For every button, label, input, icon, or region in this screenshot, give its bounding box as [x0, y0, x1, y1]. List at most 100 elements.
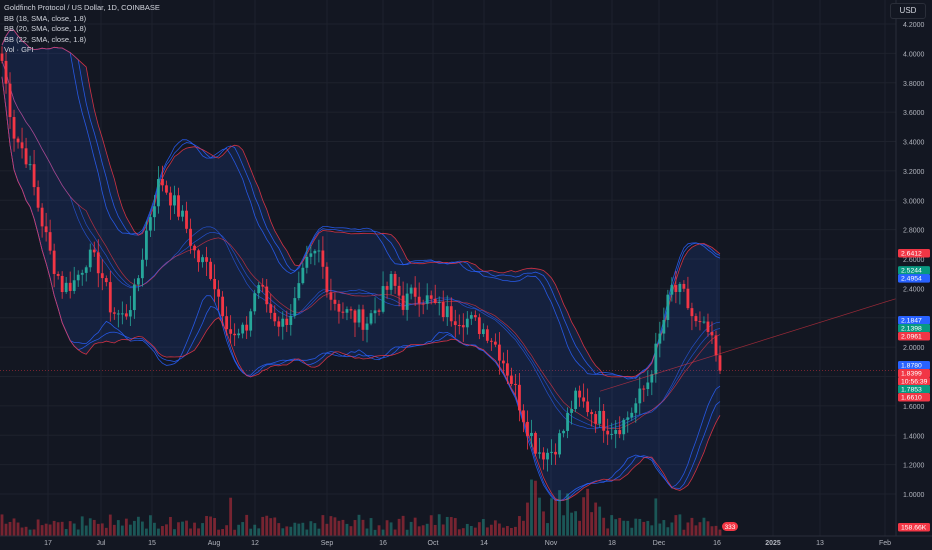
volume-bar	[265, 515, 269, 536]
volume-bar	[317, 528, 321, 536]
candle-body	[84, 267, 88, 273]
indicator-bb-22[interactable]: BB (22, SMA, close, 1.8)	[4, 34, 87, 44]
volume-bar	[4, 523, 8, 536]
volume-bar	[718, 529, 722, 536]
candle-body	[405, 293, 409, 310]
volume-bar	[285, 526, 289, 536]
time-axis[interactable]: 17 Jul 15 Aug 12 Sep 16 Oct 14 Nov 18 Dec 16 2025 13 Fe…	[44, 540, 891, 547]
candle-body	[365, 323, 369, 330]
candle-body	[112, 312, 116, 314]
candle-body	[229, 329, 233, 334]
volume-bar	[365, 528, 369, 536]
currency-selector[interactable]: USD	[890, 3, 926, 19]
volume-bar	[189, 528, 192, 536]
chart-title[interactable]: Goldfinch Protocol / US Dollar, 1D, COIN…	[4, 3, 160, 12]
candle-body	[694, 316, 698, 322]
candle-body	[0, 53, 4, 61]
indicator-volume[interactable]: Vol · GFI	[4, 45, 34, 54]
volume-bar	[325, 523, 329, 536]
volume-bar	[518, 516, 521, 536]
candle-body	[205, 257, 208, 262]
volume-bar	[714, 525, 718, 536]
candle-body	[48, 232, 52, 251]
price-tick-label: 3.6000	[903, 110, 925, 117]
candle-body	[157, 179, 160, 207]
candle-body	[421, 303, 425, 305]
candle-body	[361, 309, 365, 330]
candle-body	[144, 230, 148, 260]
volume-bar	[261, 516, 265, 536]
volume-bar	[453, 518, 457, 536]
volume-bar	[277, 523, 281, 536]
volume-bar	[710, 526, 714, 536]
candle-body	[401, 295, 405, 310]
candle-body	[622, 419, 626, 435]
candle-body	[44, 226, 48, 233]
volume-bar	[140, 521, 144, 536]
price-tick-label: 4.0000	[903, 51, 925, 58]
candle-body	[100, 273, 104, 279]
band-upper	[1, 29, 721, 378]
volume-bar	[534, 480, 537, 536]
indicator-bb-20[interactable]: BB (20, SMA, close, 1.8)	[4, 24, 87, 33]
candle-body	[56, 273, 60, 276]
volume-bar	[686, 522, 690, 536]
candle-body	[153, 206, 156, 218]
candle-body	[477, 317, 481, 335]
candle-body	[542, 452, 545, 460]
volume-bar	[369, 518, 373, 536]
indicator-bb-18[interactable]: BB (18, SMA, close, 1.8)	[4, 13, 87, 23]
candle-body	[253, 293, 257, 312]
candle-body	[666, 294, 670, 320]
candle-body	[489, 340, 493, 342]
candle-body	[333, 299, 337, 304]
price-tick-label: 3.4000	[903, 140, 925, 147]
volume-bar	[48, 524, 52, 536]
volume-bar	[197, 528, 200, 536]
volume-bar	[441, 524, 445, 536]
candle-body	[237, 333, 241, 336]
candle-body	[60, 275, 64, 293]
volume-bar	[104, 527, 108, 536]
candle-body	[193, 245, 196, 251]
volume-bar	[153, 522, 156, 536]
candle-body	[213, 278, 216, 290]
candle-body	[40, 207, 44, 227]
volume-bar	[205, 516, 208, 536]
candle-body	[714, 335, 718, 356]
volume-bar	[249, 528, 253, 536]
volume-bar	[217, 529, 221, 536]
price-tick-label: 1.2000	[903, 463, 925, 470]
volume-bar	[124, 518, 128, 536]
volume-bar	[293, 522, 297, 536]
volume-bar	[493, 520, 497, 536]
volume-bar	[193, 522, 196, 536]
volume-bar	[72, 523, 76, 536]
candle-body	[177, 195, 180, 217]
price-tag	[898, 369, 930, 378]
candle-body	[52, 250, 56, 274]
candle-body	[273, 312, 277, 322]
bollinger-bands	[1, 29, 721, 502]
trend-line[interactable]	[599, 298, 897, 392]
volume-bar	[165, 524, 168, 536]
price-tag-label: 2.6412	[901, 250, 922, 257]
volume-bar	[128, 524, 132, 536]
volume-bar	[305, 529, 309, 536]
volume-bar	[68, 521, 72, 536]
volume-bar	[642, 521, 646, 536]
volume-bar	[397, 518, 401, 536]
candle-body	[702, 321, 706, 323]
volume-bar	[161, 526, 164, 536]
band-fill	[2, 29, 720, 501]
candle-body	[425, 295, 429, 304]
candle-body	[578, 390, 582, 398]
candle-body	[469, 315, 473, 319]
candle-body	[80, 272, 84, 275]
candle-body	[225, 316, 229, 330]
candle-body	[497, 344, 501, 361]
candle-body	[606, 430, 610, 435]
price-tag	[898, 274, 930, 283]
candle-body	[501, 360, 505, 364]
